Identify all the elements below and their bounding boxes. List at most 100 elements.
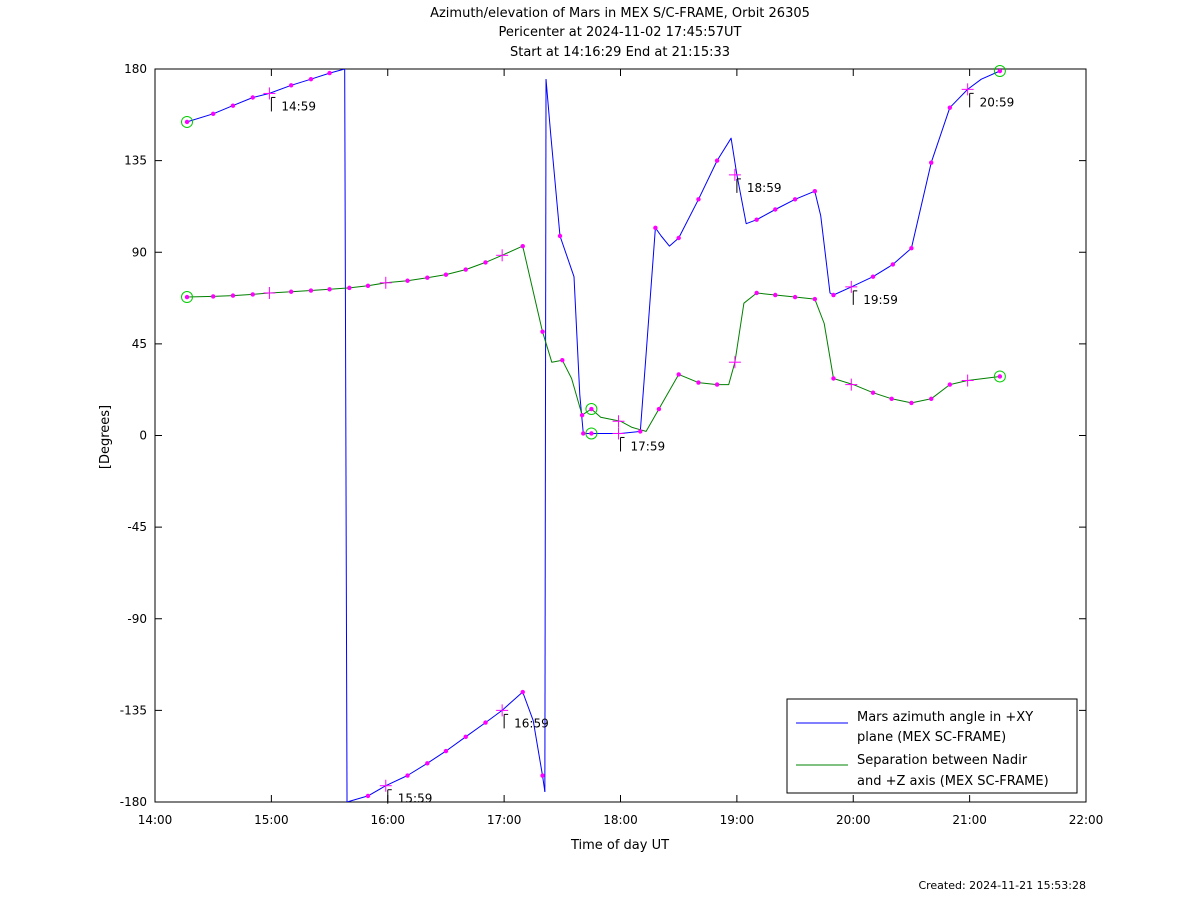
- series-0-wrap-1: [344, 69, 348, 802]
- series-1-point-1: [230, 293, 236, 298]
- series-0-point-8: [425, 761, 430, 766]
- annotation-label: 16:59: [514, 716, 549, 730]
- legend-label-azimuth-line-2: plane (MEX SC-FRAME): [857, 730, 1006, 745]
- x-tick-label: 19:00: [720, 813, 755, 827]
- series-0-point-5: [327, 70, 332, 76]
- series-0-point-9: [443, 748, 449, 754]
- series-0-point-18: [676, 235, 681, 241]
- title-line-3: Start at 14:16:29 End at 21:15:33: [510, 45, 730, 60]
- annotation-label: 18:59: [747, 181, 782, 195]
- series-1-point-15: [560, 357, 565, 363]
- x-tick-label: 14:00: [138, 813, 173, 827]
- series-0-point-15: [581, 431, 586, 436]
- series-0-point-6: [365, 793, 371, 799]
- annotation-label: 14:59: [281, 99, 316, 113]
- series-0-point-26: [870, 274, 876, 279]
- series-0-point-3: [288, 83, 294, 88]
- series-0-point-30: [947, 105, 953, 110]
- series-0-point-23: [792, 197, 798, 202]
- y-tick-label: 45: [132, 337, 147, 351]
- annotation-label: 17:59: [631, 439, 666, 453]
- y-tick-label: -90: [127, 612, 147, 626]
- series-0-point-28: [909, 245, 914, 251]
- legend: Mars azimuth angle in +XY plane (MEX SC-…: [786, 698, 1078, 794]
- series-1-point-0: [210, 294, 216, 299]
- series-0-segment-1: [346, 691, 546, 802]
- series-1-point-10: [443, 272, 449, 277]
- y-tick-label: -135: [120, 703, 147, 717]
- series-0-point-20: [714, 158, 720, 163]
- series-0-point-2: [250, 95, 255, 100]
- title-line-1: Azimuth/elevation of Mars in MEX S/C-FRA…: [430, 6, 810, 21]
- series-1-point-18: [676, 372, 681, 377]
- series-1-point-30: [947, 382, 953, 387]
- series-0-point-10: [463, 734, 468, 740]
- y-tick-label: -45: [127, 520, 147, 534]
- series-1-point-17: [656, 406, 662, 412]
- x-tick-label: 18:00: [603, 813, 638, 827]
- series-0-point-1: [230, 103, 236, 108]
- chart-title: Azimuth/elevation of Mars in MEX S/C-FRA…: [430, 6, 810, 60]
- series-1-point-5: [327, 287, 332, 292]
- x-tick-label: 22:00: [1069, 813, 1104, 827]
- series-1-point-21: [754, 290, 759, 296]
- series-0-endpoint-0: [181, 115, 194, 128]
- x-axis-label: Time of day UT: [570, 838, 669, 853]
- series-0-point-4: [308, 76, 314, 82]
- series-1-point-8: [405, 278, 410, 283]
- series-1-point-19: [696, 380, 701, 385]
- series-0-point-19: [696, 197, 701, 202]
- series-1-endpoint-2: [993, 370, 1006, 383]
- series-0-endpoint-1: [585, 427, 598, 440]
- series-1-point-27: [889, 396, 894, 402]
- y-axis-label: [Degrees]: [98, 405, 113, 469]
- y-tick-label: 180: [124, 62, 147, 76]
- y-tick-label: 135: [124, 154, 147, 168]
- series-0-point-17: [653, 225, 658, 231]
- annotation-label: 20:59: [980, 95, 1015, 109]
- series-1-point-23: [792, 294, 798, 300]
- series-0-point-14: [557, 233, 563, 239]
- series-0-point-0: [210, 111, 216, 116]
- series-1-point-25: [831, 376, 836, 381]
- legend-label-separation-line-1: Separation between Nadir: [857, 753, 1028, 768]
- series-1-point-24: [812, 296, 818, 302]
- series-1-point-20: [714, 382, 720, 387]
- legend-box: [786, 698, 1078, 794]
- series-1-endpoint-1: [585, 403, 598, 416]
- y-tick-label: 0: [139, 429, 147, 443]
- series-0-endpoint-dot-2: [997, 68, 1003, 74]
- title-line-2: Pericenter at 2024-11-02 17:45:57UT: [498, 25, 741, 40]
- annotation-label: 15:59: [398, 792, 433, 806]
- legend-label-azimuth-line-1: Mars azimuth angle in +XY: [857, 710, 1033, 725]
- x-tick-label: 17:00: [487, 813, 522, 827]
- series-1-point-9: [425, 275, 430, 280]
- series-1-point-26: [870, 390, 876, 395]
- y-tick-label: -180: [120, 795, 147, 809]
- series-1-point-12: [483, 260, 488, 265]
- series-1-point-28: [909, 400, 914, 406]
- series-0-wrap-2: [544, 79, 547, 792]
- series-0-endpoint-dot-1: [589, 431, 594, 436]
- series-1-endpoint-0: [181, 291, 194, 304]
- series-0-point-27: [890, 262, 896, 267]
- legend-label-separation-line-2: and +Z axis (MEX SC-FRAME): [857, 774, 1049, 789]
- series-1-point-2: [250, 292, 255, 297]
- series-1-endpoint-dot-1: [589, 406, 594, 412]
- series-1-point-7: [365, 283, 371, 289]
- annotation-label: 19:59: [863, 293, 898, 307]
- series-1-point-6: [347, 285, 352, 291]
- series-1-point-3: [288, 289, 294, 294]
- series-0-point-12: [520, 689, 525, 695]
- series-0-point-11: [483, 720, 488, 725]
- series-1-point-11: [463, 267, 468, 272]
- series-1-point-4: [308, 288, 314, 293]
- x-tick-label: 15:00: [254, 813, 289, 827]
- series-1-point-14: [540, 329, 545, 334]
- hour-annotations: 14:59 15:59 16:59 17:59 18:59 19:59 20:59: [270, 92, 1015, 806]
- series-1-endpoint-dot-0: [184, 294, 190, 300]
- series-1-point-16: [579, 412, 585, 418]
- series-0-point-25: [831, 292, 836, 298]
- axis-ticks: 14:00 15:00 16:00 17:00 18:00 19:00 20:00 21:00…: [120, 62, 1104, 827]
